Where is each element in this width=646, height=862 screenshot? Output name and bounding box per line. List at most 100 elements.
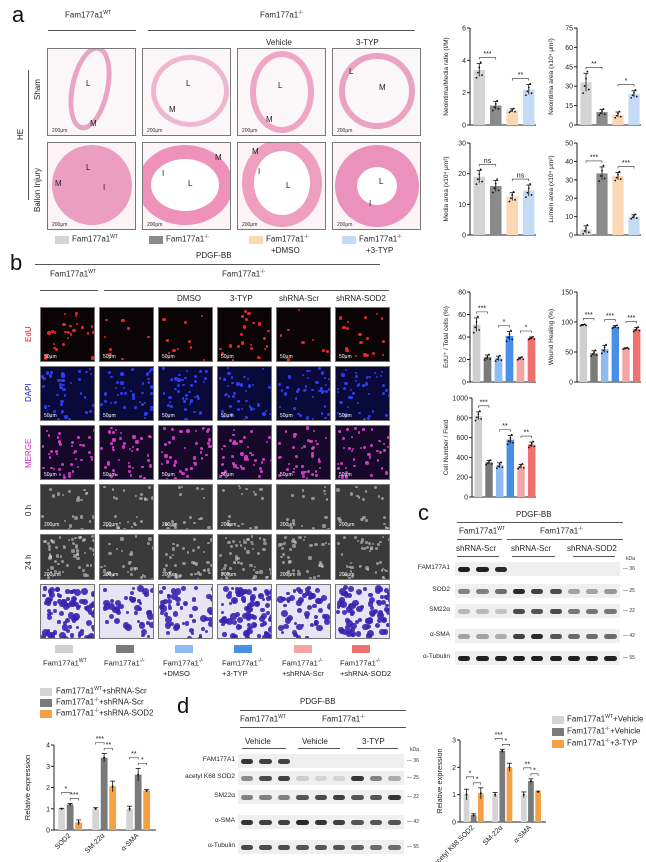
blot-band <box>512 588 526 594</box>
cell-dot <box>207 442 210 445</box>
cell-dot <box>349 612 354 617</box>
svg-text:0: 0 <box>569 380 573 387</box>
cell-dot <box>187 390 191 394</box>
cell-dot <box>288 561 292 564</box>
cell-dot <box>255 571 259 575</box>
bar <box>612 114 624 125</box>
cell-dot <box>83 573 87 577</box>
svg-text:40: 40 <box>565 159 573 166</box>
cell-dot <box>235 612 241 617</box>
cell-dot <box>47 433 51 437</box>
blot-band <box>388 794 401 800</box>
cell-dot <box>47 612 51 617</box>
he-image-injury-wt: L I M 200μm <box>47 142 136 230</box>
cell-dot <box>160 463 163 466</box>
cell-dot <box>384 607 389 612</box>
cell-dot <box>82 488 86 492</box>
cell-dot <box>47 628 51 633</box>
cell-dot <box>135 495 138 498</box>
cell-dot <box>71 470 75 473</box>
cell-dot <box>224 475 227 478</box>
merge-image: 50μm <box>158 425 213 480</box>
cell-dot <box>379 375 383 378</box>
cell-dot <box>244 455 248 459</box>
legend-swatch <box>552 740 564 748</box>
cell-dot <box>386 445 389 448</box>
cell-dot <box>46 429 49 432</box>
bar <box>596 173 608 235</box>
cell-dot <box>87 450 91 454</box>
cell-dot <box>78 370 81 373</box>
cell-dot <box>380 370 384 374</box>
legend-label-dmso-line2: +DMSO <box>271 246 300 255</box>
cell-dot <box>69 524 73 528</box>
legend-swatch <box>234 645 252 653</box>
cell-dot <box>297 572 301 576</box>
cell-dot <box>46 573 50 577</box>
cell-dot <box>88 546 92 550</box>
sub-label-dmso: DMSO <box>177 294 201 303</box>
group-label-ko: Fam177a1-/- <box>322 714 365 724</box>
cell-dot <box>53 559 58 563</box>
cell-dot <box>301 464 304 468</box>
wound-0h-image: 200μm <box>335 484 390 530</box>
cell-dot <box>72 554 77 558</box>
cell-dot <box>362 428 366 431</box>
cell-dot <box>240 341 245 345</box>
cell-dot <box>220 568 224 572</box>
cell-dot <box>74 536 77 540</box>
cell-dot <box>362 623 369 630</box>
cell-dot <box>84 605 89 611</box>
cell-dot <box>194 374 198 378</box>
blot-row-label: SOD2 <box>432 586 450 593</box>
cell-dot <box>192 605 198 612</box>
cell-dot <box>49 587 56 594</box>
lumen-label: L <box>188 179 193 188</box>
cell-dot <box>189 400 192 403</box>
blot-band <box>512 608 526 614</box>
cell-dot <box>123 386 126 390</box>
cell-dot <box>123 406 126 409</box>
cell-dot <box>58 382 63 387</box>
cell-dot <box>281 631 285 635</box>
cell-dot <box>246 537 250 541</box>
cell-dot <box>198 634 202 638</box>
group-label-text: Fam177a1 <box>540 526 579 536</box>
cell-dot <box>228 438 232 442</box>
cell-dot <box>168 400 171 403</box>
blot-band <box>458 608 471 614</box>
legend-swatch <box>40 699 52 707</box>
edu-image: 50μm <box>158 307 213 362</box>
cell-dot <box>63 519 66 523</box>
intima-label: I <box>103 183 106 192</box>
panel-d-letter: d <box>177 693 190 718</box>
legend-swatch <box>40 688 52 696</box>
cell-dot <box>76 498 80 502</box>
edu-image: 50μm <box>217 307 272 362</box>
cell-dot <box>100 565 103 569</box>
scale-bar: 200μm <box>339 522 355 528</box>
cell-dot <box>206 568 210 572</box>
cell-dot <box>321 391 325 395</box>
cell-dot <box>243 540 247 545</box>
group-label-text: Fam177a1 <box>240 714 279 724</box>
cell-dot <box>349 562 352 565</box>
cell-dot <box>323 405 326 408</box>
svg-text:**: ** <box>106 742 112 749</box>
svg-text:0: 0 <box>569 123 573 130</box>
cell-dot <box>184 417 188 420</box>
cell-dot <box>46 609 51 613</box>
cell-dot <box>350 389 353 392</box>
svg-text:3: 3 <box>452 738 456 745</box>
bar <box>109 786 117 830</box>
cell-dot <box>296 587 302 593</box>
bar <box>632 329 641 382</box>
cell-dot <box>182 561 186 565</box>
cell-dot <box>239 562 243 566</box>
svg-text:10: 10 <box>565 214 573 221</box>
cell-dot <box>306 376 309 380</box>
cell-dot <box>376 543 380 546</box>
cell-dot <box>386 592 389 596</box>
legend-text: Fam177a1 <box>72 234 111 244</box>
dapi-image: 50μm <box>276 366 331 421</box>
